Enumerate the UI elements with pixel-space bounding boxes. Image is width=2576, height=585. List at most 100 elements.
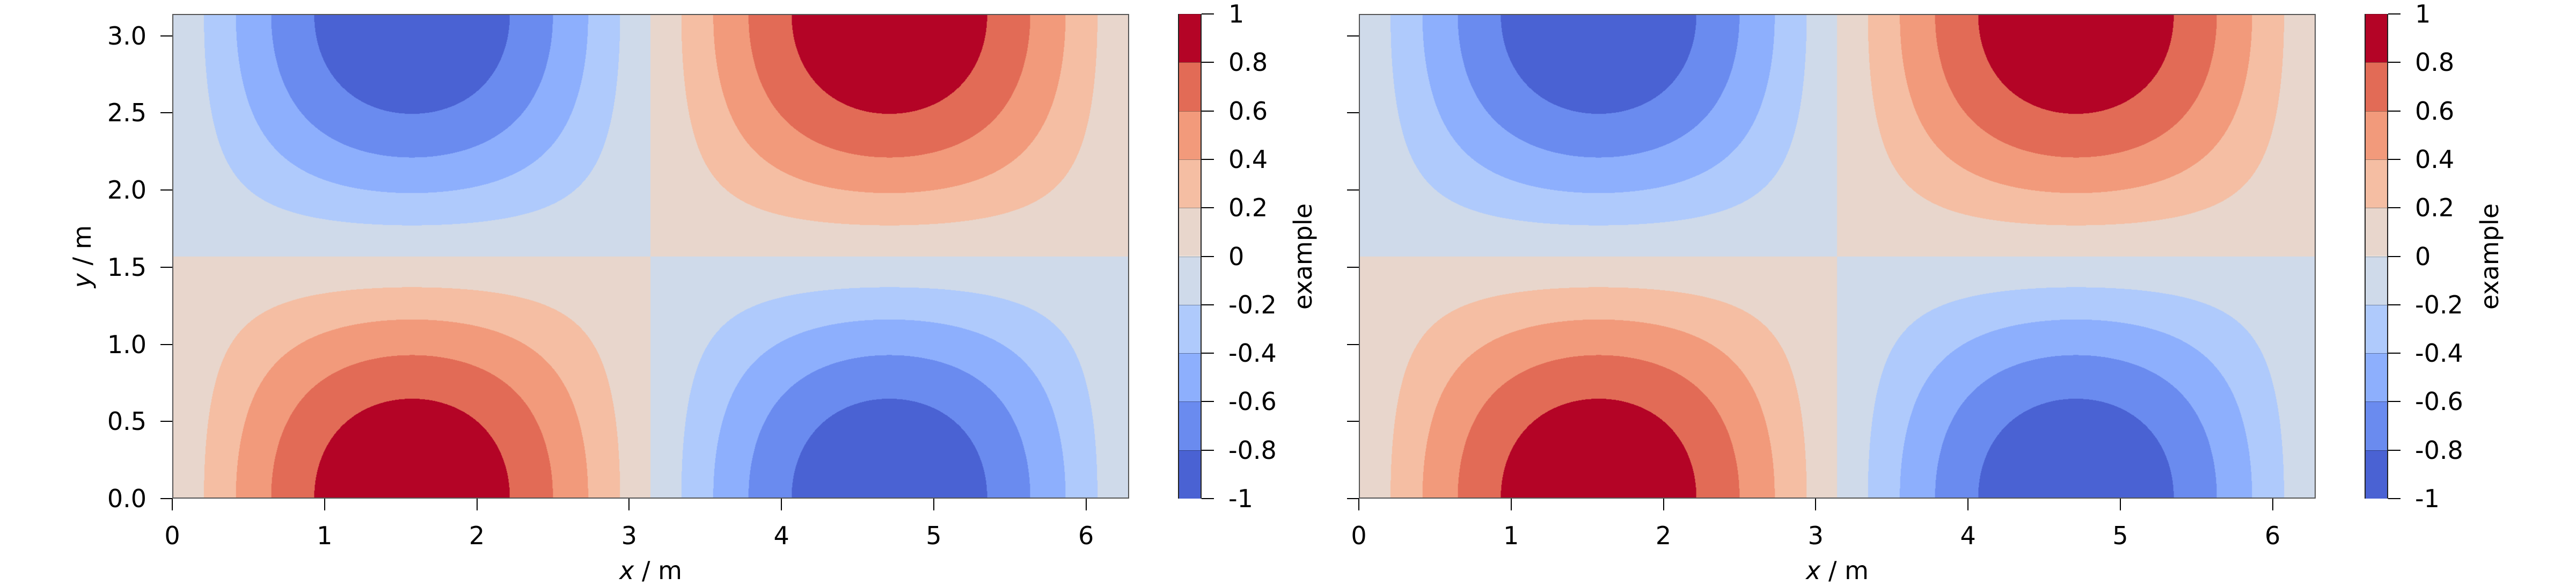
y-tick-mark [1347, 343, 1359, 345]
colorbar-bin [2366, 450, 2387, 499]
x-axis-unit: / m [1820, 556, 1869, 585]
colorbar-tick [1202, 498, 1214, 499]
y-tick-mark [160, 343, 172, 345]
colorbar-bin [2366, 304, 2387, 354]
colorbar-bin [1179, 450, 1201, 499]
y-tick-mark [160, 498, 172, 499]
colorbar-bin [1179, 353, 1201, 402]
colorbar-bin [2366, 62, 2387, 111]
colorbar-bin [2366, 401, 2387, 450]
x-tick-mark [2272, 499, 2273, 510]
x-tick-label: 3 [621, 521, 637, 550]
x-tick-label: 1 [1503, 521, 1519, 550]
colorbar-tick [2388, 498, 2401, 499]
x-axis-var: x [619, 556, 634, 585]
y-tick-mark [1347, 498, 1359, 499]
colorbar-tick-label: -1 [1228, 484, 1253, 513]
y-tick-label: 2.0 [107, 176, 147, 205]
y-tick-label: 0.5 [107, 407, 147, 436]
colorbar-tick [2388, 304, 2401, 305]
colorbar-tick-label: 0 [2415, 242, 2431, 271]
contour-fill [173, 15, 1128, 498]
x-tick-mark [1815, 499, 1817, 510]
colorbar-tick-label: -0.4 [2415, 339, 2463, 368]
x-tick-mark [628, 499, 630, 510]
colorbar-tick-label: 0.2 [1228, 193, 1268, 223]
colorbar-tick-label: -0.4 [1228, 339, 1277, 368]
x-tick-label: 5 [2112, 521, 2128, 550]
colorbar-bin [2366, 111, 2387, 159]
colorbar-bin [2366, 14, 2387, 63]
colorbar-tick [1202, 62, 1214, 63]
x-tick-mark [2119, 499, 2121, 510]
contour-panel-right: 0 1 2 3 4 5 6 x / m -1 -0.8 -0.6 -0.4 -0.2 0 0.2 0.4 0.6… [1187, 0, 2504, 583]
y-tick-mark [160, 112, 172, 114]
y-axis-label: y / m [68, 225, 97, 288]
y-tick-label: 1.0 [107, 330, 147, 359]
colorbar-tick [2388, 62, 2401, 63]
colorbar-tick-label: -0.8 [1228, 435, 1277, 465]
y-tick-label: 3.0 [107, 21, 147, 50]
colorbar-tick-label: -0.6 [2415, 387, 2463, 416]
x-tick-label: 6 [2264, 521, 2281, 550]
x-tick-label: 5 [926, 521, 942, 550]
y-tick-mark [1347, 266, 1359, 268]
colorbar-tick-label: -1 [2415, 484, 2440, 513]
colorbar [1178, 14, 1202, 499]
colorbar-bin [1179, 208, 1201, 257]
colorbar-tick [1202, 255, 1214, 257]
colorbar-tick [2388, 13, 2401, 14]
colorbar-tick-label: 0.4 [1228, 144, 1268, 174]
colorbar-tick [1202, 304, 1214, 305]
colorbar-bin [1179, 304, 1201, 354]
colorbar-bin [1179, 401, 1201, 450]
contour-fill [1360, 15, 2315, 498]
colorbar-tick [2388, 353, 2401, 354]
x-tick-mark [1358, 499, 1359, 510]
y-tick-mark [1347, 189, 1359, 191]
colorbar-bin [2366, 353, 2387, 402]
y-tick-mark [1347, 112, 1359, 114]
colorbar-tick-label: 0.4 [2415, 144, 2455, 174]
y-tick-mark [160, 266, 172, 268]
x-tick-label: 6 [1078, 521, 1094, 550]
colorbar-tick-label: 0 [1228, 242, 1245, 271]
colorbar-tick [2388, 158, 2401, 160]
y-axis-var: y [68, 273, 97, 288]
x-axis-unit: / m [634, 556, 682, 585]
colorbar-tick [2388, 207, 2401, 209]
colorbar-bin [1179, 14, 1201, 63]
colorbar-tick [1202, 401, 1214, 403]
colorbar-tick [2388, 449, 2401, 451]
x-axis-label: x / m [1806, 558, 1869, 583]
contour-plot-area [1359, 14, 2316, 499]
colorbar-bin [2366, 159, 2387, 208]
x-tick-label: 4 [773, 521, 789, 550]
colorbar-bin [1179, 111, 1201, 159]
colorbar-tick-label: -0.8 [2415, 435, 2463, 465]
colorbar-label: example [2475, 203, 2504, 310]
colorbar-bin [2366, 208, 2387, 257]
colorbar-tick-label: 0.6 [1228, 96, 1268, 126]
colorbar-tick-label: 0.8 [1228, 48, 1268, 77]
y-tick-label: 1.5 [107, 252, 147, 282]
colorbar-tick-label: 0.2 [2415, 193, 2455, 223]
colorbar-tick [1202, 353, 1214, 354]
colorbar-bin [1179, 256, 1201, 305]
colorbar-tick-label: 0.8 [2415, 48, 2455, 77]
colorbar-tick [2388, 110, 2401, 112]
x-axis-label: x / m [619, 558, 682, 583]
colorbar-tick-label: 0.6 [2415, 96, 2455, 126]
colorbar-tick [2388, 401, 2401, 403]
x-tick-label: 0 [164, 521, 180, 550]
colorbar-tick-label: -0.6 [1228, 387, 1277, 416]
colorbar-tick [1202, 13, 1214, 14]
x-tick-label: 2 [469, 521, 485, 550]
x-tick-mark [1967, 499, 1969, 510]
x-tick-mark [172, 499, 173, 510]
y-tick-mark [1347, 421, 1359, 422]
x-tick-label: 3 [1807, 521, 1824, 550]
x-tick-mark [1510, 499, 1512, 510]
y-tick-label: 0.0 [107, 484, 147, 513]
